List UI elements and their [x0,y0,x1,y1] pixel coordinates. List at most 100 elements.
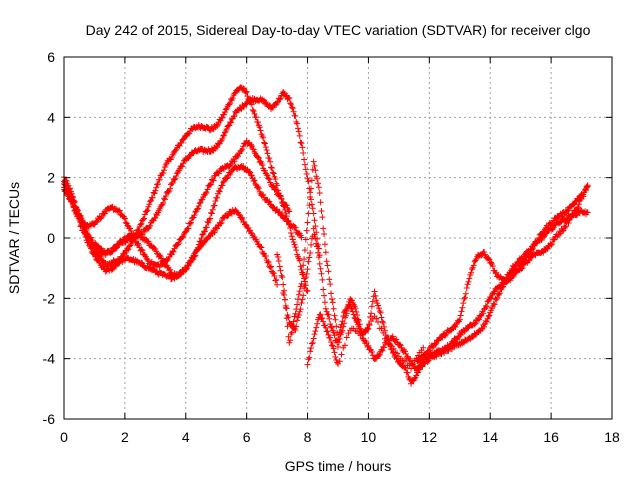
data-point [172,175,179,182]
data-point [219,135,226,142]
data-point [205,219,212,226]
data-point [144,207,151,214]
data-point [330,345,337,352]
data-point [145,203,152,210]
data-point [272,277,279,284]
data-point [459,304,466,311]
data-point [220,179,227,186]
data-point [170,248,177,255]
data-point [518,265,525,272]
data-point [246,168,253,175]
data-point [307,250,314,257]
data-point [165,189,172,196]
data-point [569,210,576,217]
data-point [316,260,323,267]
data-point [240,143,247,150]
data-point [173,173,180,180]
data-point [63,189,70,196]
data-point [475,316,482,323]
data-point [310,158,317,165]
data-point [248,142,255,149]
x-tick-label: 18 [604,429,620,445]
data-point [327,321,334,328]
data-point [300,262,307,269]
data-point [114,244,121,251]
data-point [261,139,268,146]
data-point [235,211,242,218]
data-point [160,169,167,176]
data-point [121,214,128,221]
data-point [237,104,244,111]
data-point [285,217,292,224]
data-point [332,353,339,360]
data-point [313,173,320,180]
data-point [330,329,337,336]
data-point [259,162,266,169]
data-point [140,216,147,223]
data-point [143,208,150,215]
data-point [251,110,258,117]
x-tick-label: 10 [361,429,377,445]
data-point [402,365,409,372]
x-tick-label: 2 [121,429,129,445]
data-point [284,323,291,330]
series-track-2 [61,88,323,259]
data-point [292,113,299,120]
x-tick-label: 8 [304,429,312,445]
data-point [108,267,115,274]
data-point [282,302,289,309]
y-tick-label: -4 [43,351,56,367]
data-point [288,101,295,108]
data-point [249,106,256,113]
data-point [206,216,213,223]
data-point [187,220,194,227]
data-point [314,249,321,256]
data-point [337,324,344,331]
data-point [559,228,566,235]
data-point [115,208,122,215]
data-point [304,361,311,368]
x-tick-label: 16 [543,429,559,445]
data-point [151,190,158,197]
series-track-5 [61,186,281,288]
data-point [322,305,329,312]
data-point [195,203,202,210]
data-point [457,312,464,319]
data-point [301,161,308,168]
data-point [304,175,311,182]
data-point [331,312,338,319]
data-point [294,120,301,127]
data-point [64,192,71,199]
data-point [274,253,281,260]
data-point [298,140,305,147]
data-point [364,325,371,332]
series-track-11 [414,183,591,372]
data-point [329,299,336,306]
data-point [269,169,276,176]
data-point [250,146,257,153]
data-point [175,239,182,246]
data-point [341,342,348,349]
data-point [320,225,327,232]
data-point [486,312,493,319]
data-point [317,265,324,272]
chart-title: Day 242 of 2015, Sidereal Day-to-day VTE… [86,22,591,38]
data-point [448,346,455,353]
x-tick-label: 4 [182,429,190,445]
data-point [419,363,426,370]
data-point [80,222,87,229]
data-point [519,256,526,263]
data-point [146,201,153,208]
data-point [490,300,497,307]
data-point [208,210,215,217]
y-tick-label: -2 [43,290,56,306]
data-point [179,163,186,170]
data-point [317,199,324,206]
data-point [296,257,303,264]
data-point [389,333,396,340]
data-point [325,268,332,275]
data-point [333,323,340,330]
data-point [221,129,228,136]
data-point [426,347,433,354]
data-point [61,179,68,186]
